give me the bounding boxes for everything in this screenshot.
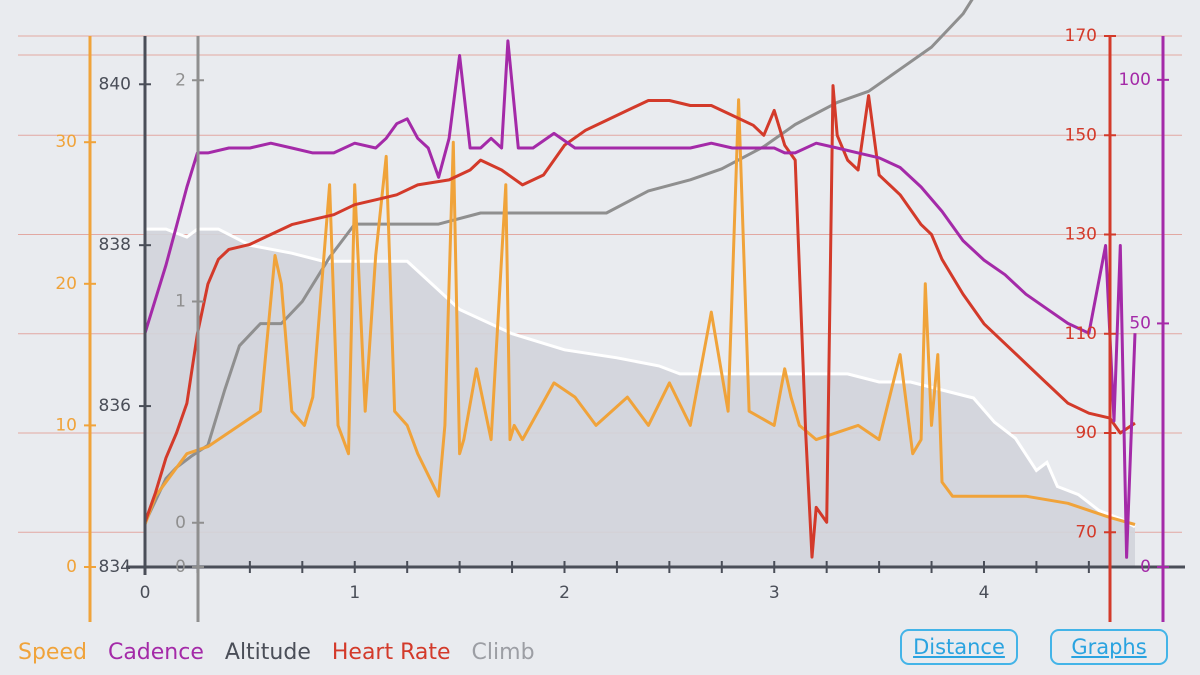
heart-rate-tick-label-70: 70: [1075, 522, 1097, 542]
legend-heart-rate[interactable]: Heart Rate: [331, 640, 451, 665]
x-tick-label-1: 1: [349, 583, 360, 603]
climb-tick-label-3: 2: [175, 70, 186, 90]
distance-button[interactable]: Distance: [900, 629, 1018, 665]
heart-rate-tick-label-170: 170: [1065, 26, 1097, 46]
legend-cadence[interactable]: Cadence: [107, 640, 204, 665]
legend-speed[interactable]: Speed: [18, 640, 87, 665]
climb-tick-label-1: 0: [175, 513, 186, 533]
heart-rate-tick-label-130: 130: [1065, 225, 1097, 245]
speed-tick-label-10: 10: [55, 415, 77, 435]
cadence-tick-label-50: 50: [1129, 313, 1151, 333]
climb-tick-label-0: 0: [175, 557, 186, 577]
series-lines: [143, 0, 1137, 559]
x-tick-label-4: 4: [979, 583, 990, 603]
x-tick-label-0: 0: [140, 583, 151, 603]
x-tick-label-3: 3: [769, 583, 780, 603]
heart-rate-line: [143, 84, 1136, 559]
heart-rate-tick-label-90: 90: [1075, 423, 1097, 443]
cadence-tick-label-100: 100: [1119, 70, 1151, 90]
x-tick-label-2: 2: [559, 583, 570, 603]
speed-tick-label-30: 30: [55, 132, 77, 152]
altitude-line: [143, 0, 974, 524]
climb-area: [145, 227, 1136, 567]
altitude-tick-label-836: 836: [99, 396, 131, 416]
speed-tick-label-0: 0: [66, 557, 77, 577]
legend-altitude[interactable]: Altitude: [224, 640, 311, 665]
cadence-tick-label-0: 0: [1140, 557, 1151, 577]
heart-rate-tick-label-110: 110: [1065, 324, 1097, 344]
graphs-button[interactable]: Graphs: [1050, 629, 1168, 665]
altitude-tick-label-838: 838: [99, 235, 131, 255]
climb-edge: [145, 227, 1136, 529]
climb-tick-label-2: 1: [175, 292, 186, 312]
legend-climb[interactable]: Climb: [471, 640, 535, 665]
altitude-tick-label-840: 840: [99, 74, 131, 94]
climb-fill: [145, 229, 1135, 567]
speed-line: [143, 98, 1136, 526]
chart-canvas: 0 1 2 3 4 0 10 20 30 834 836 838 840 0 0 1 2 70 90 110 130 15…: [18, 0, 1185, 622]
altitude-tick-label-834: 834: [99, 557, 131, 577]
speed-tick-label-20: 20: [55, 274, 77, 294]
legend: Speed Cadence Altitude Heart Rate Climb: [18, 640, 549, 665]
axes: 0 1 2 3 4 0 10 20 30 834 836 838 840 0 0 1 2 70 90 110 130 15…: [55, 26, 1185, 622]
heart-rate-tick-label-150: 150: [1065, 125, 1097, 145]
cadence-line: [143, 39, 1137, 559]
